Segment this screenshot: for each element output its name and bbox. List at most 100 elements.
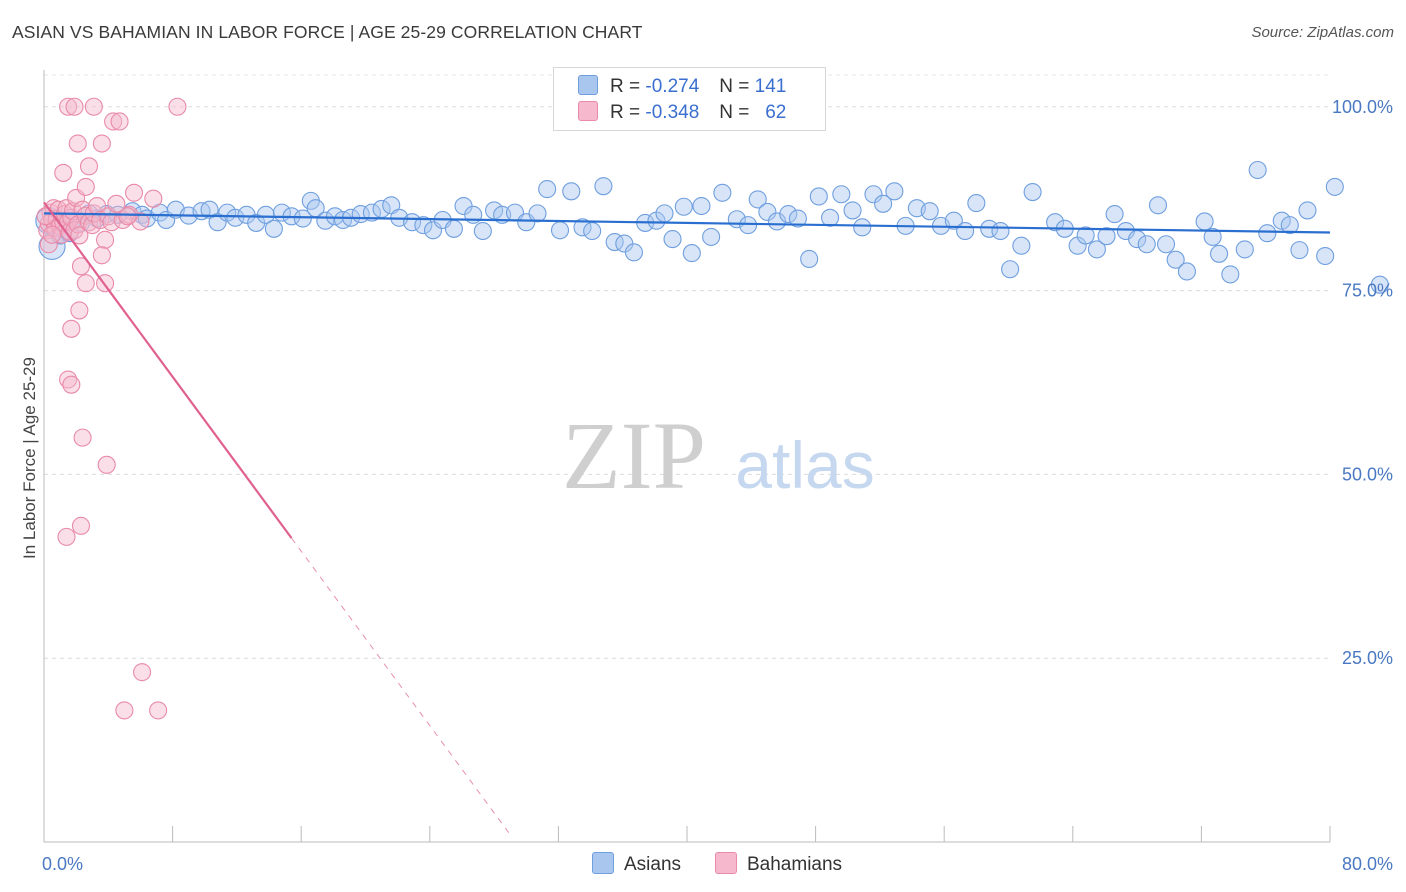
asian-point [967, 194, 986, 213]
bahamian-point [144, 189, 163, 208]
asian-n-label: N = [719, 76, 750, 97]
legend-item-asians[interactable]: Asians [592, 852, 681, 876]
y-tick-label: 75.0% [1342, 281, 1393, 301]
asian-point [1001, 260, 1020, 279]
asian-point [821, 208, 840, 227]
asian-point [583, 221, 602, 241]
bahamian-point [42, 225, 62, 244]
asian-point [293, 209, 312, 228]
bahamian-n-label: N = [719, 102, 750, 123]
legend-row-asian: R = -0.274 N = 141 [578, 75, 786, 101]
asian-point [832, 185, 851, 204]
asian-point [739, 216, 758, 235]
bahamian-point [68, 134, 87, 153]
asian-point [562, 182, 581, 201]
asian-point [1166, 250, 1185, 269]
bahamian-point [84, 97, 103, 116]
asian-point [1316, 246, 1335, 266]
asian-n-value: 141 [754, 76, 787, 97]
bahamian-point [110, 112, 129, 131]
bahamian-point [92, 246, 111, 265]
bahamian-point [62, 319, 81, 338]
asian-point [980, 219, 999, 238]
bahamians-swatch [715, 852, 737, 874]
asian-point [674, 197, 693, 216]
asian-point [1298, 201, 1317, 220]
asian-point [809, 187, 828, 206]
asian-point [702, 227, 721, 246]
bahamian-point [149, 701, 168, 720]
bahamian-point [104, 112, 123, 131]
watermark-atlas: atlas [735, 428, 874, 502]
asian-point [1012, 236, 1031, 255]
asian-point [1156, 235, 1176, 254]
bahamian-trend-extension [291, 537, 511, 835]
axes [43, 70, 1331, 843]
bahamian-point [168, 97, 187, 116]
asian-point [713, 183, 732, 202]
bahamian-points [36, 97, 187, 720]
trend-lines [43, 201, 1331, 835]
bahamian-point [124, 183, 144, 202]
asian-point [264, 219, 283, 238]
bahamian-point [54, 163, 73, 182]
bahamian-point [70, 301, 89, 320]
bahamian-point [118, 207, 137, 226]
asian-point [1076, 226, 1095, 245]
asian-point [1137, 235, 1156, 254]
asians-swatch [592, 852, 614, 874]
bahamian-point [62, 375, 81, 394]
bahamian-point [79, 157, 99, 176]
bahamian-point [107, 194, 126, 213]
asian-point [550, 221, 570, 240]
watermark: ZIP atlas [562, 402, 875, 509]
asian-point [1370, 275, 1389, 294]
chart-title: ASIAN VS BAHAMIAN IN LABOR FORCE | AGE 2… [12, 22, 643, 42]
source-label: Source: ZipAtlas.com [1251, 24, 1394, 41]
asian-point [444, 219, 463, 238]
bahamian-point [59, 370, 78, 389]
bahamian-point [115, 701, 134, 720]
asian-point [885, 182, 904, 201]
asian-point [1258, 224, 1277, 243]
asian-point [1210, 244, 1229, 263]
bahamian-point [71, 257, 91, 276]
asian-point [1023, 182, 1042, 202]
asian-point [853, 218, 872, 237]
y-tick-label: 100.0% [1332, 97, 1393, 117]
asian-point [874, 194, 893, 213]
asian-point [767, 212, 787, 231]
asian-point [655, 204, 674, 223]
asian-point [1195, 212, 1214, 231]
bahamian-point [76, 274, 95, 293]
x-tick-label: 0.0% [42, 854, 83, 874]
legend-row-bahamian: R = -0.348 N = 62 [578, 101, 786, 127]
y-tick-label: 25.0% [1342, 648, 1393, 668]
bahamian-r-value: -0.348 [645, 102, 700, 123]
asian-point [748, 190, 767, 209]
asian-point [624, 243, 644, 262]
asian-point [605, 232, 624, 252]
asian-point [800, 249, 819, 269]
asian-point [864, 185, 883, 204]
asian-point [843, 201, 862, 220]
y-axis-label: In Labor Force | Age 25-29 [20, 357, 39, 559]
bahamian-point [57, 527, 76, 546]
bahamian-swatch [578, 101, 598, 121]
bahamian-r-label: R = [610, 102, 641, 123]
asian-point [1325, 177, 1344, 196]
asian-point [1177, 262, 1196, 281]
asian-point [682, 244, 701, 263]
legend-item-bahamians[interactable]: Bahamians [715, 852, 842, 876]
watermark-zip: ZIP [562, 402, 706, 509]
asian-point [663, 230, 682, 249]
stats-legend: R = -0.274 N = 141 R = -0.348 N = 62 [553, 67, 826, 131]
asian-point [1087, 240, 1106, 259]
asian-point [1280, 216, 1299, 235]
asian-point [1235, 240, 1254, 259]
bahamian-point [59, 97, 78, 116]
asian-point [538, 180, 557, 199]
bahamian-n-value: 62 [765, 102, 787, 123]
asian-point [779, 205, 798, 224]
bahamian-point [92, 134, 111, 153]
